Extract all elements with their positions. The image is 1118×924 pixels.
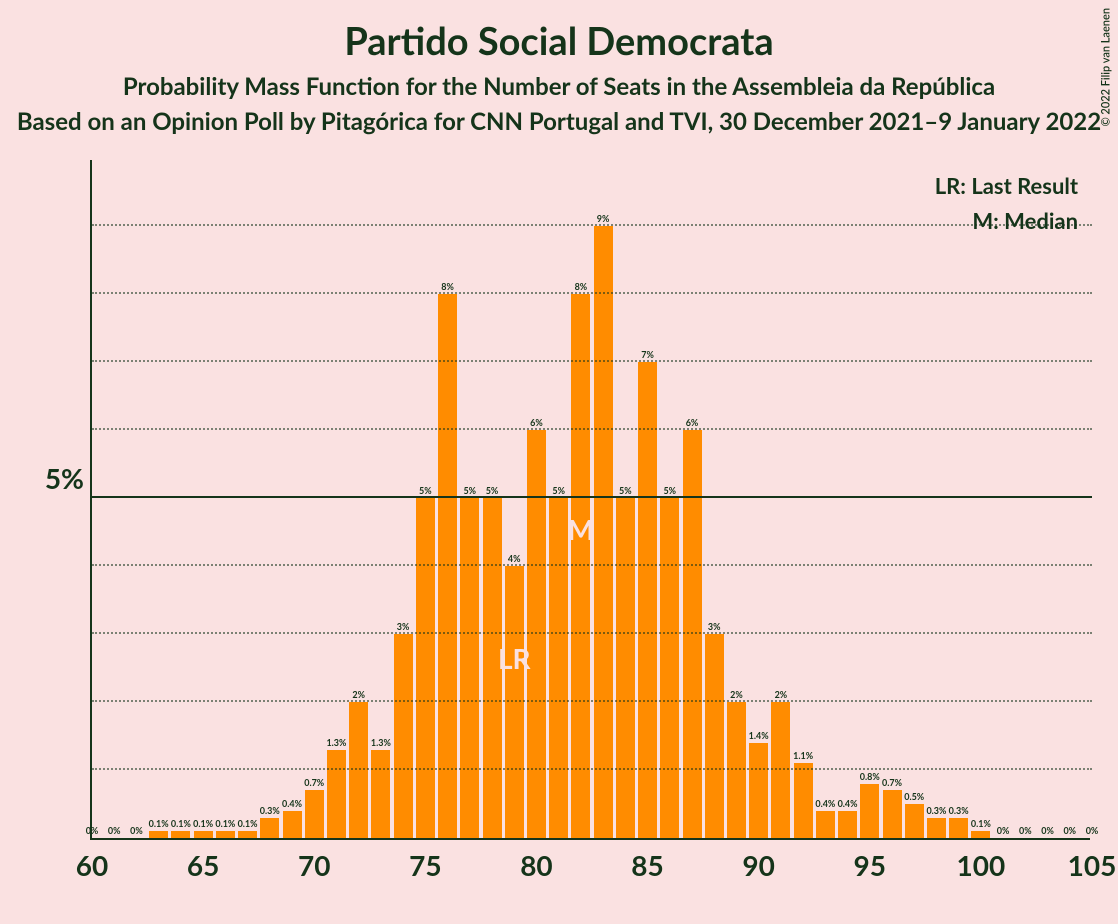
copyright-notice: © 2022 Filip van Laenen: [1099, 8, 1112, 126]
chart-subtitle-2: Based on an Opinion Poll by Pitagórica f…: [0, 107, 1118, 136]
x-tick-label: 100: [957, 848, 1006, 882]
x-tick-label: 60: [76, 848, 108, 882]
gridline: [92, 632, 1092, 634]
bar: [260, 818, 279, 838]
bar: [305, 790, 324, 838]
gridline: [92, 700, 1092, 702]
bar-value-label: 7%: [628, 349, 668, 360]
x-tick-label: 75: [409, 848, 441, 882]
bar: [327, 750, 346, 838]
bar: [683, 430, 702, 838]
bar: [416, 498, 435, 838]
bar-value-label: 6%: [672, 417, 712, 428]
x-tick-label: 70: [298, 848, 330, 882]
bar: [860, 784, 879, 838]
bar: [571, 294, 590, 838]
bar: [771, 702, 790, 838]
bar-value-label: 9%: [583, 213, 623, 224]
bar: [505, 566, 524, 838]
x-tick-label: 80: [520, 848, 552, 882]
bar-value-label: 6%: [516, 417, 556, 428]
x-tick-label: 65: [187, 848, 219, 882]
bar: [838, 811, 857, 838]
x-tick-label: 85: [631, 848, 663, 882]
chart-subtitle: Probability Mass Function for the Number…: [0, 72, 1118, 101]
plot: 0%0%0%0.1%0.1%0.1%0.1%0.1%0.3%0.4%0.7%1.…: [90, 160, 1090, 840]
bar-value-label: 0.5%: [894, 791, 934, 802]
bar: [727, 702, 746, 838]
gridline: [92, 292, 1092, 294]
bar: [171, 831, 190, 838]
gridline: [92, 768, 1092, 770]
bar-value-label: 8%: [428, 281, 468, 292]
bar-value-label: 2%: [761, 689, 801, 700]
bar: [705, 634, 724, 838]
bar-value-label: 3%: [694, 621, 734, 632]
bar: [638, 362, 657, 838]
bar: [394, 634, 413, 838]
bar-value-label: 5%: [472, 485, 512, 496]
bars-container: 0%0%0%0.1%0.1%0.1%0.1%0.1%0.3%0.4%0.7%1.…: [92, 158, 1092, 838]
bar: [371, 750, 390, 838]
bar-value-label: 2%: [716, 689, 756, 700]
x-tick-label: 105: [1068, 848, 1117, 882]
bar-value-label: 1.1%: [783, 750, 823, 761]
bar: [594, 226, 613, 838]
bar: [438, 294, 457, 838]
bar: [660, 498, 679, 838]
y-axis-label: 5%: [22, 461, 84, 495]
chart-title: Partido Social Democrata: [0, 0, 1118, 64]
bar-value-label: 0.7%: [872, 777, 912, 788]
bar: [549, 498, 568, 838]
gridline: [92, 496, 1092, 498]
chart-area: 0%0%0%0.1%0.1%0.1%0.1%0.1%0.3%0.4%0.7%1.…: [90, 160, 1090, 840]
bar: [216, 831, 235, 838]
bar: [149, 831, 168, 838]
gridline: [92, 564, 1092, 566]
x-tick-label: 90: [742, 848, 774, 882]
gridline: [92, 224, 1092, 226]
bar: [816, 811, 835, 838]
bar-value-label: 0.3%: [939, 805, 979, 816]
bar-value-label: 0%: [1072, 825, 1112, 836]
gridline: [92, 428, 1092, 430]
gridline: [92, 360, 1092, 362]
bar: [749, 743, 768, 838]
x-tick-label: 95: [854, 848, 886, 882]
bar: [616, 498, 635, 838]
bar: [460, 498, 479, 838]
bar: [483, 498, 502, 838]
bar: [283, 811, 302, 838]
bar: [238, 831, 257, 838]
bar: [927, 818, 946, 838]
bar: [194, 831, 213, 838]
bar: [349, 702, 368, 838]
bar-value-label: 2%: [339, 689, 379, 700]
